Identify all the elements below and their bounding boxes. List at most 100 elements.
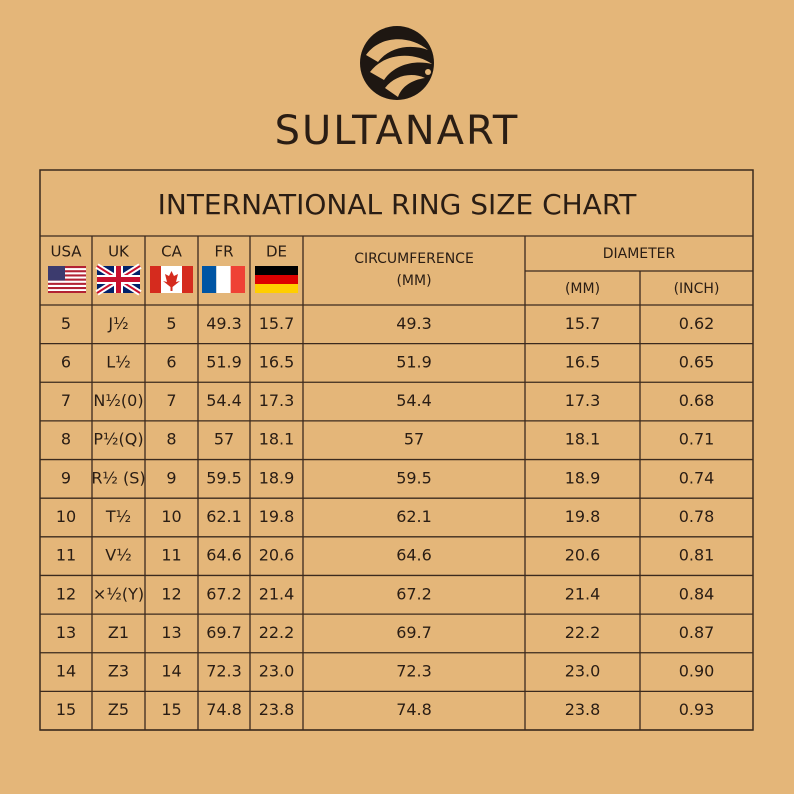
cell: V½ bbox=[105, 546, 131, 565]
cell: 22.2 bbox=[565, 623, 601, 642]
cell: 74.8 bbox=[206, 700, 242, 719]
cell: 11 bbox=[56, 546, 76, 565]
cell: 5 bbox=[61, 314, 71, 333]
cell: 0.65 bbox=[679, 352, 715, 371]
cell: 21.4 bbox=[259, 584, 295, 603]
cell: 18.1 bbox=[565, 430, 601, 449]
cell: L½ bbox=[106, 352, 130, 371]
cell: 49.3 bbox=[396, 314, 432, 333]
cell: 72.3 bbox=[396, 662, 432, 681]
cell: 12 bbox=[161, 584, 181, 603]
cell: 72.3 bbox=[206, 662, 242, 681]
cell: 18.9 bbox=[259, 468, 295, 487]
cell: T½ bbox=[105, 507, 131, 526]
cell: 0.78 bbox=[679, 507, 715, 526]
cell: R½ (S) bbox=[91, 468, 145, 487]
cell: P½(Q) bbox=[93, 430, 143, 449]
cell: 67.2 bbox=[206, 584, 242, 603]
flag-uk bbox=[95, 263, 142, 296]
cell: 54.4 bbox=[396, 391, 432, 410]
cell: 21.4 bbox=[565, 584, 601, 603]
cell: 64.6 bbox=[206, 546, 242, 565]
cell: 59.5 bbox=[396, 468, 432, 487]
cell: 6 bbox=[61, 352, 71, 371]
country-header: DE bbox=[266, 243, 287, 261]
cell: 16.5 bbox=[259, 352, 295, 371]
cell: 0.87 bbox=[679, 623, 715, 642]
cell: 15 bbox=[56, 700, 76, 719]
cell: 11 bbox=[161, 546, 181, 565]
cell: 14 bbox=[56, 662, 76, 681]
cell: ×½(Y) bbox=[93, 584, 144, 603]
cell: Z5 bbox=[108, 700, 129, 719]
country-header: CA bbox=[161, 243, 182, 261]
diameter-header: DIAMETER bbox=[603, 246, 676, 262]
flags bbox=[48, 263, 298, 296]
cell: 57 bbox=[214, 430, 234, 449]
flag-germany bbox=[255, 266, 298, 293]
country-header: UK bbox=[108, 243, 130, 261]
cell: 62.1 bbox=[206, 507, 242, 526]
diameter-unit: (INCH) bbox=[674, 281, 720, 297]
logo bbox=[360, 26, 434, 100]
cell: 15.7 bbox=[565, 314, 601, 333]
diameter-unit: (MM) bbox=[565, 281, 600, 297]
cell: 12 bbox=[56, 584, 76, 603]
country-header: FR bbox=[214, 243, 233, 261]
cell: 19.8 bbox=[565, 507, 601, 526]
cell: 18.1 bbox=[259, 430, 295, 449]
cell: 51.9 bbox=[206, 352, 242, 371]
cell: 49.3 bbox=[206, 314, 242, 333]
cell: 13 bbox=[56, 623, 76, 642]
cell: 0.90 bbox=[679, 662, 715, 681]
cell: 0.62 bbox=[679, 314, 715, 333]
cell: 74.8 bbox=[396, 700, 432, 719]
cell: 8 bbox=[166, 430, 176, 449]
cell: 7 bbox=[61, 391, 71, 410]
cell: 13 bbox=[161, 623, 181, 642]
cell: 5 bbox=[166, 314, 176, 333]
cell: 9 bbox=[166, 468, 176, 487]
cell: 20.6 bbox=[259, 546, 295, 565]
cell: 14 bbox=[161, 662, 181, 681]
cell: 23.0 bbox=[259, 662, 295, 681]
cell: 20.6 bbox=[565, 546, 601, 565]
cell: 23.8 bbox=[259, 700, 295, 719]
cell: 17.3 bbox=[259, 391, 295, 410]
circumference-header: CIRCUMFERENCE bbox=[354, 251, 474, 267]
cell: 17.3 bbox=[565, 391, 601, 410]
flag-canada bbox=[150, 266, 193, 293]
cell: 59.5 bbox=[206, 468, 242, 487]
table-title: INTERNATIONAL RING SIZE CHART bbox=[158, 188, 638, 221]
cell: 69.7 bbox=[396, 623, 432, 642]
cell: 22.2 bbox=[259, 623, 295, 642]
cell: 62.1 bbox=[396, 507, 432, 526]
cell: 7 bbox=[166, 391, 176, 410]
cell: 69.7 bbox=[206, 623, 242, 642]
cell: 10 bbox=[161, 507, 181, 526]
cell: 54.4 bbox=[206, 391, 242, 410]
cell: 10 bbox=[56, 507, 76, 526]
cell: 64.6 bbox=[396, 546, 432, 565]
cell: 0.84 bbox=[679, 584, 715, 603]
cell: 57 bbox=[404, 430, 424, 449]
cell: Z1 bbox=[108, 623, 129, 642]
cell: N½(0) bbox=[93, 391, 143, 410]
cell: 15.7 bbox=[259, 314, 295, 333]
flag-france bbox=[202, 266, 245, 293]
cell: 0.68 bbox=[679, 391, 715, 410]
brand-name: SULTANART bbox=[275, 108, 520, 154]
cell: 0.93 bbox=[679, 700, 715, 719]
cell: 18.9 bbox=[565, 468, 601, 487]
cell: 23.0 bbox=[565, 662, 601, 681]
flag-usa bbox=[48, 266, 86, 293]
cell: 9 bbox=[61, 468, 71, 487]
cell: 15 bbox=[161, 700, 181, 719]
cell: 8 bbox=[61, 430, 71, 449]
cell: 16.5 bbox=[565, 352, 601, 371]
cell: 19.8 bbox=[259, 507, 295, 526]
cell: Z3 bbox=[108, 662, 129, 681]
cell: 6 bbox=[166, 352, 176, 371]
